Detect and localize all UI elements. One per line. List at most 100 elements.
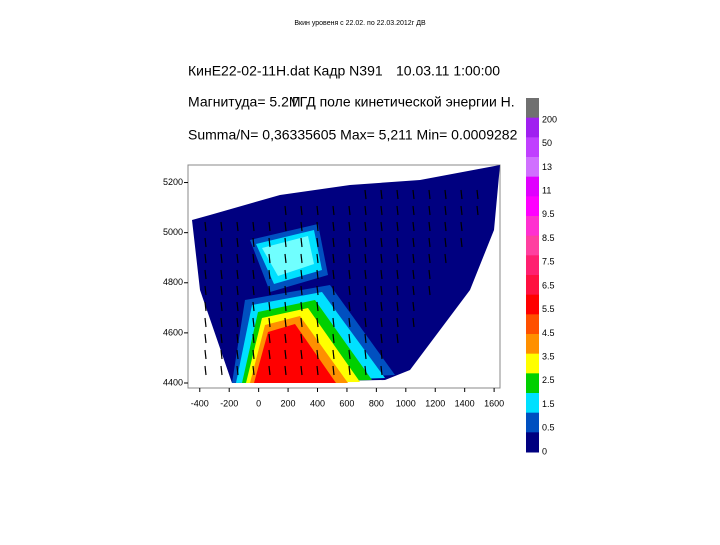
arrow xyxy=(476,189,479,200)
arrow xyxy=(204,365,207,376)
arrow xyxy=(284,205,287,216)
arrow xyxy=(300,269,303,280)
arrow xyxy=(348,301,351,312)
arrow xyxy=(300,253,303,264)
colorbar-label: 0 xyxy=(542,446,547,456)
arrow xyxy=(380,333,383,344)
arrow xyxy=(284,317,287,328)
arrow xyxy=(428,221,431,232)
colorbar-segment xyxy=(526,432,539,453)
arrow xyxy=(204,349,207,360)
arrow xyxy=(268,237,271,248)
arrow xyxy=(412,237,415,248)
x-tick-label: -400 xyxy=(191,398,209,408)
colorbar-segment xyxy=(526,294,539,315)
arrow xyxy=(316,269,319,280)
arrow xyxy=(316,365,319,376)
arrow xyxy=(460,237,463,248)
arrow xyxy=(252,301,255,312)
arrow xyxy=(348,269,351,280)
arrow xyxy=(284,269,287,280)
colorbar-segment xyxy=(526,275,539,296)
arrow xyxy=(396,285,399,296)
arrow xyxy=(236,269,239,280)
arrow xyxy=(236,301,239,312)
arrow xyxy=(300,205,303,216)
arrow xyxy=(364,317,367,328)
header-field: ГГД поле кинетической энергии Н. xyxy=(292,94,515,110)
arrow xyxy=(316,285,319,296)
arrow xyxy=(332,301,335,312)
arrow xyxy=(460,189,463,200)
arrow xyxy=(348,205,351,216)
colorbar-segment xyxy=(526,176,539,197)
colorbar-segment xyxy=(526,117,539,138)
arrow xyxy=(364,189,367,200)
arrow xyxy=(220,285,223,296)
arrow xyxy=(444,253,447,264)
arrow xyxy=(348,333,351,344)
x-tick-label: 1200 xyxy=(425,398,445,408)
arrow xyxy=(220,253,223,264)
x-tick-label: 800 xyxy=(369,398,384,408)
contour-fill xyxy=(192,165,500,383)
colorbar-segment xyxy=(526,353,539,374)
arrow xyxy=(364,253,367,264)
arrow xyxy=(332,349,335,360)
vector-field xyxy=(204,189,479,376)
colorbar-segment xyxy=(526,157,539,178)
arrow xyxy=(412,205,415,216)
arrow xyxy=(412,269,415,280)
header-date: 10.03.11 1:00:00 xyxy=(396,63,500,79)
arrow xyxy=(364,205,367,216)
arrow xyxy=(284,301,287,312)
arrow xyxy=(332,333,335,344)
x-tick-label: 1000 xyxy=(396,398,416,408)
colorbar-segment xyxy=(526,255,539,276)
arrow xyxy=(284,285,287,296)
arrow xyxy=(396,237,399,248)
arrow xyxy=(396,205,399,216)
arrow xyxy=(460,221,463,232)
arrow xyxy=(236,221,239,232)
colorbar-label: 5.5 xyxy=(542,304,555,314)
y-tick-label: 5200 xyxy=(163,177,183,187)
arrow xyxy=(236,253,239,264)
arrow xyxy=(252,237,255,248)
arrow xyxy=(268,285,271,296)
colorbar-label: 11 xyxy=(542,186,551,196)
arrow xyxy=(204,317,207,328)
arrow xyxy=(316,301,319,312)
arrow xyxy=(396,221,399,232)
arrow xyxy=(300,317,303,328)
arrow xyxy=(300,349,303,360)
colorbar-segment xyxy=(526,334,539,355)
header-file: КинЕ22-02-11Н.dat Кадр N391 xyxy=(188,63,383,79)
arrow xyxy=(332,237,335,248)
arrow xyxy=(428,237,431,248)
y-tick-label: 5000 xyxy=(163,227,183,237)
arrow xyxy=(364,285,367,296)
arrow xyxy=(332,253,335,264)
arrow xyxy=(300,237,303,248)
arrow xyxy=(380,237,383,248)
arrow xyxy=(332,269,335,280)
arrow xyxy=(412,253,415,264)
colorbar-label: 50 xyxy=(542,138,552,148)
arrow xyxy=(380,253,383,264)
arrow xyxy=(396,253,399,264)
arrow xyxy=(316,349,319,360)
arrow xyxy=(380,269,383,280)
arrow xyxy=(268,349,271,360)
arrow xyxy=(428,205,431,216)
arrow xyxy=(316,237,319,248)
arrow xyxy=(396,317,399,328)
arrow xyxy=(348,349,351,360)
x-tick-label: 600 xyxy=(339,398,354,408)
arrow xyxy=(300,285,303,296)
arrow xyxy=(300,365,303,376)
arrow xyxy=(236,317,239,328)
arrow xyxy=(220,365,223,376)
colorbar-segment xyxy=(526,235,539,256)
